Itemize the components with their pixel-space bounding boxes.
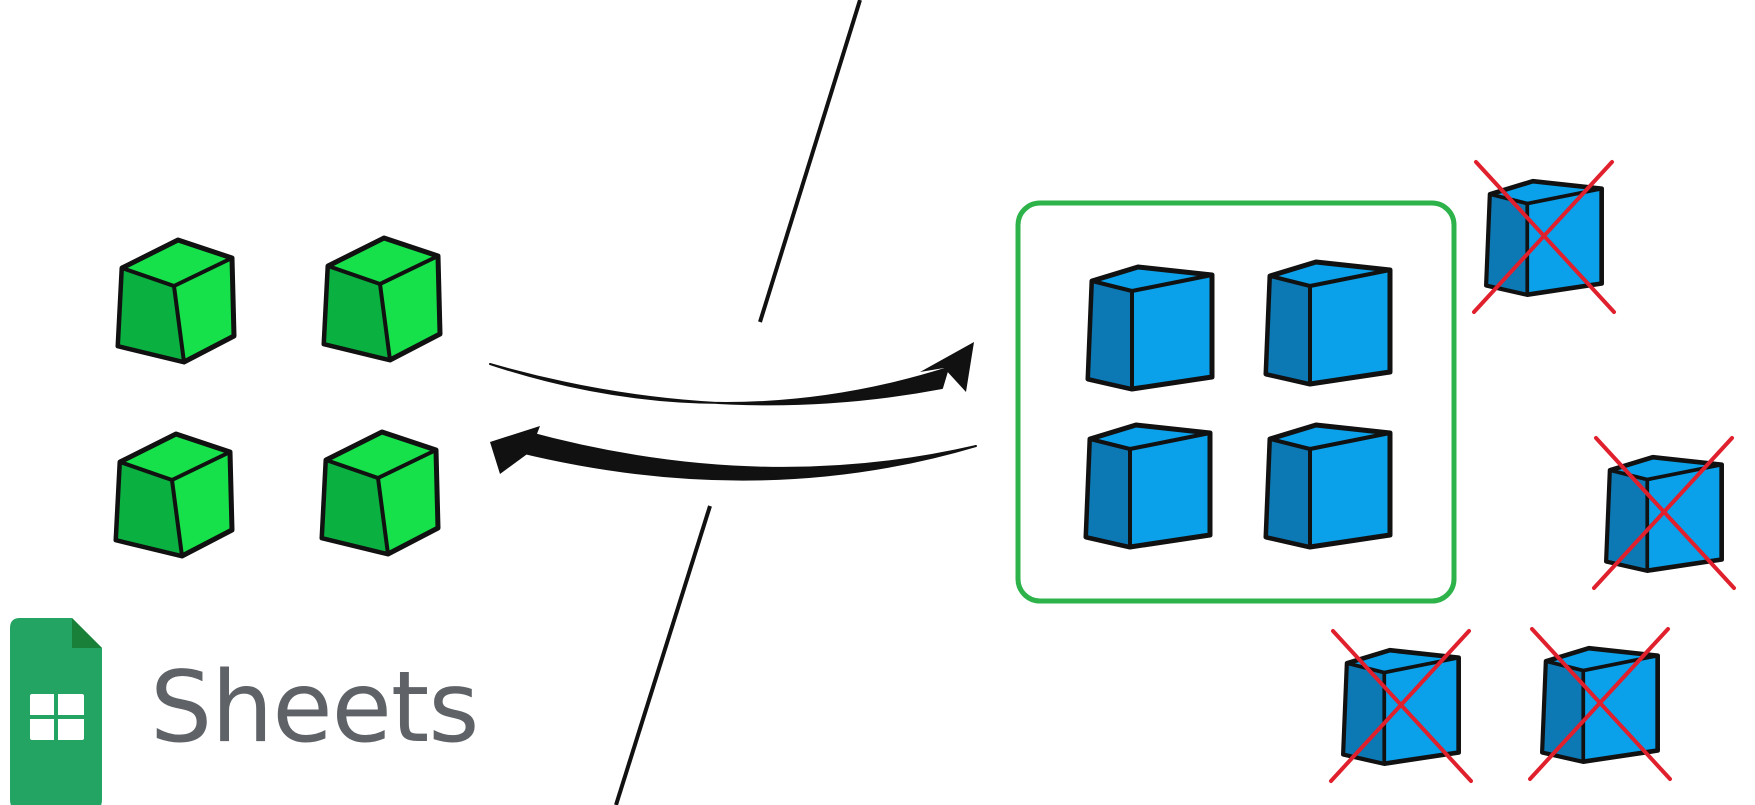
excluded-cube	[1592, 436, 1736, 590]
blue-cube	[1266, 425, 1390, 547]
google-sheets-icon	[10, 618, 102, 805]
green-cube	[118, 240, 234, 362]
green-cube	[324, 238, 440, 360]
green-cube	[116, 434, 232, 556]
arrow-to-remote	[489, 363, 949, 406]
local-cubes	[116, 238, 440, 556]
selected-remote-cubes	[1086, 262, 1390, 547]
arrow-to-local-head	[490, 426, 540, 474]
blue-cube	[1266, 262, 1390, 384]
arrow-to-local	[519, 431, 977, 481]
selection-box	[1015, 200, 1457, 604]
blue-cube	[1086, 425, 1210, 547]
divider-line	[758, 0, 862, 323]
arrow-to-remote-head	[920, 342, 974, 392]
excluded-cube	[1528, 627, 1672, 781]
excluded-cube	[1329, 629, 1473, 783]
green-cube	[322, 432, 438, 554]
blue-cube	[1088, 267, 1212, 389]
divider-line-lower	[614, 505, 712, 805]
sheets-label: Sheets	[150, 651, 479, 765]
sync-arrows	[489, 342, 977, 481]
excluded-cube	[1472, 160, 1616, 314]
